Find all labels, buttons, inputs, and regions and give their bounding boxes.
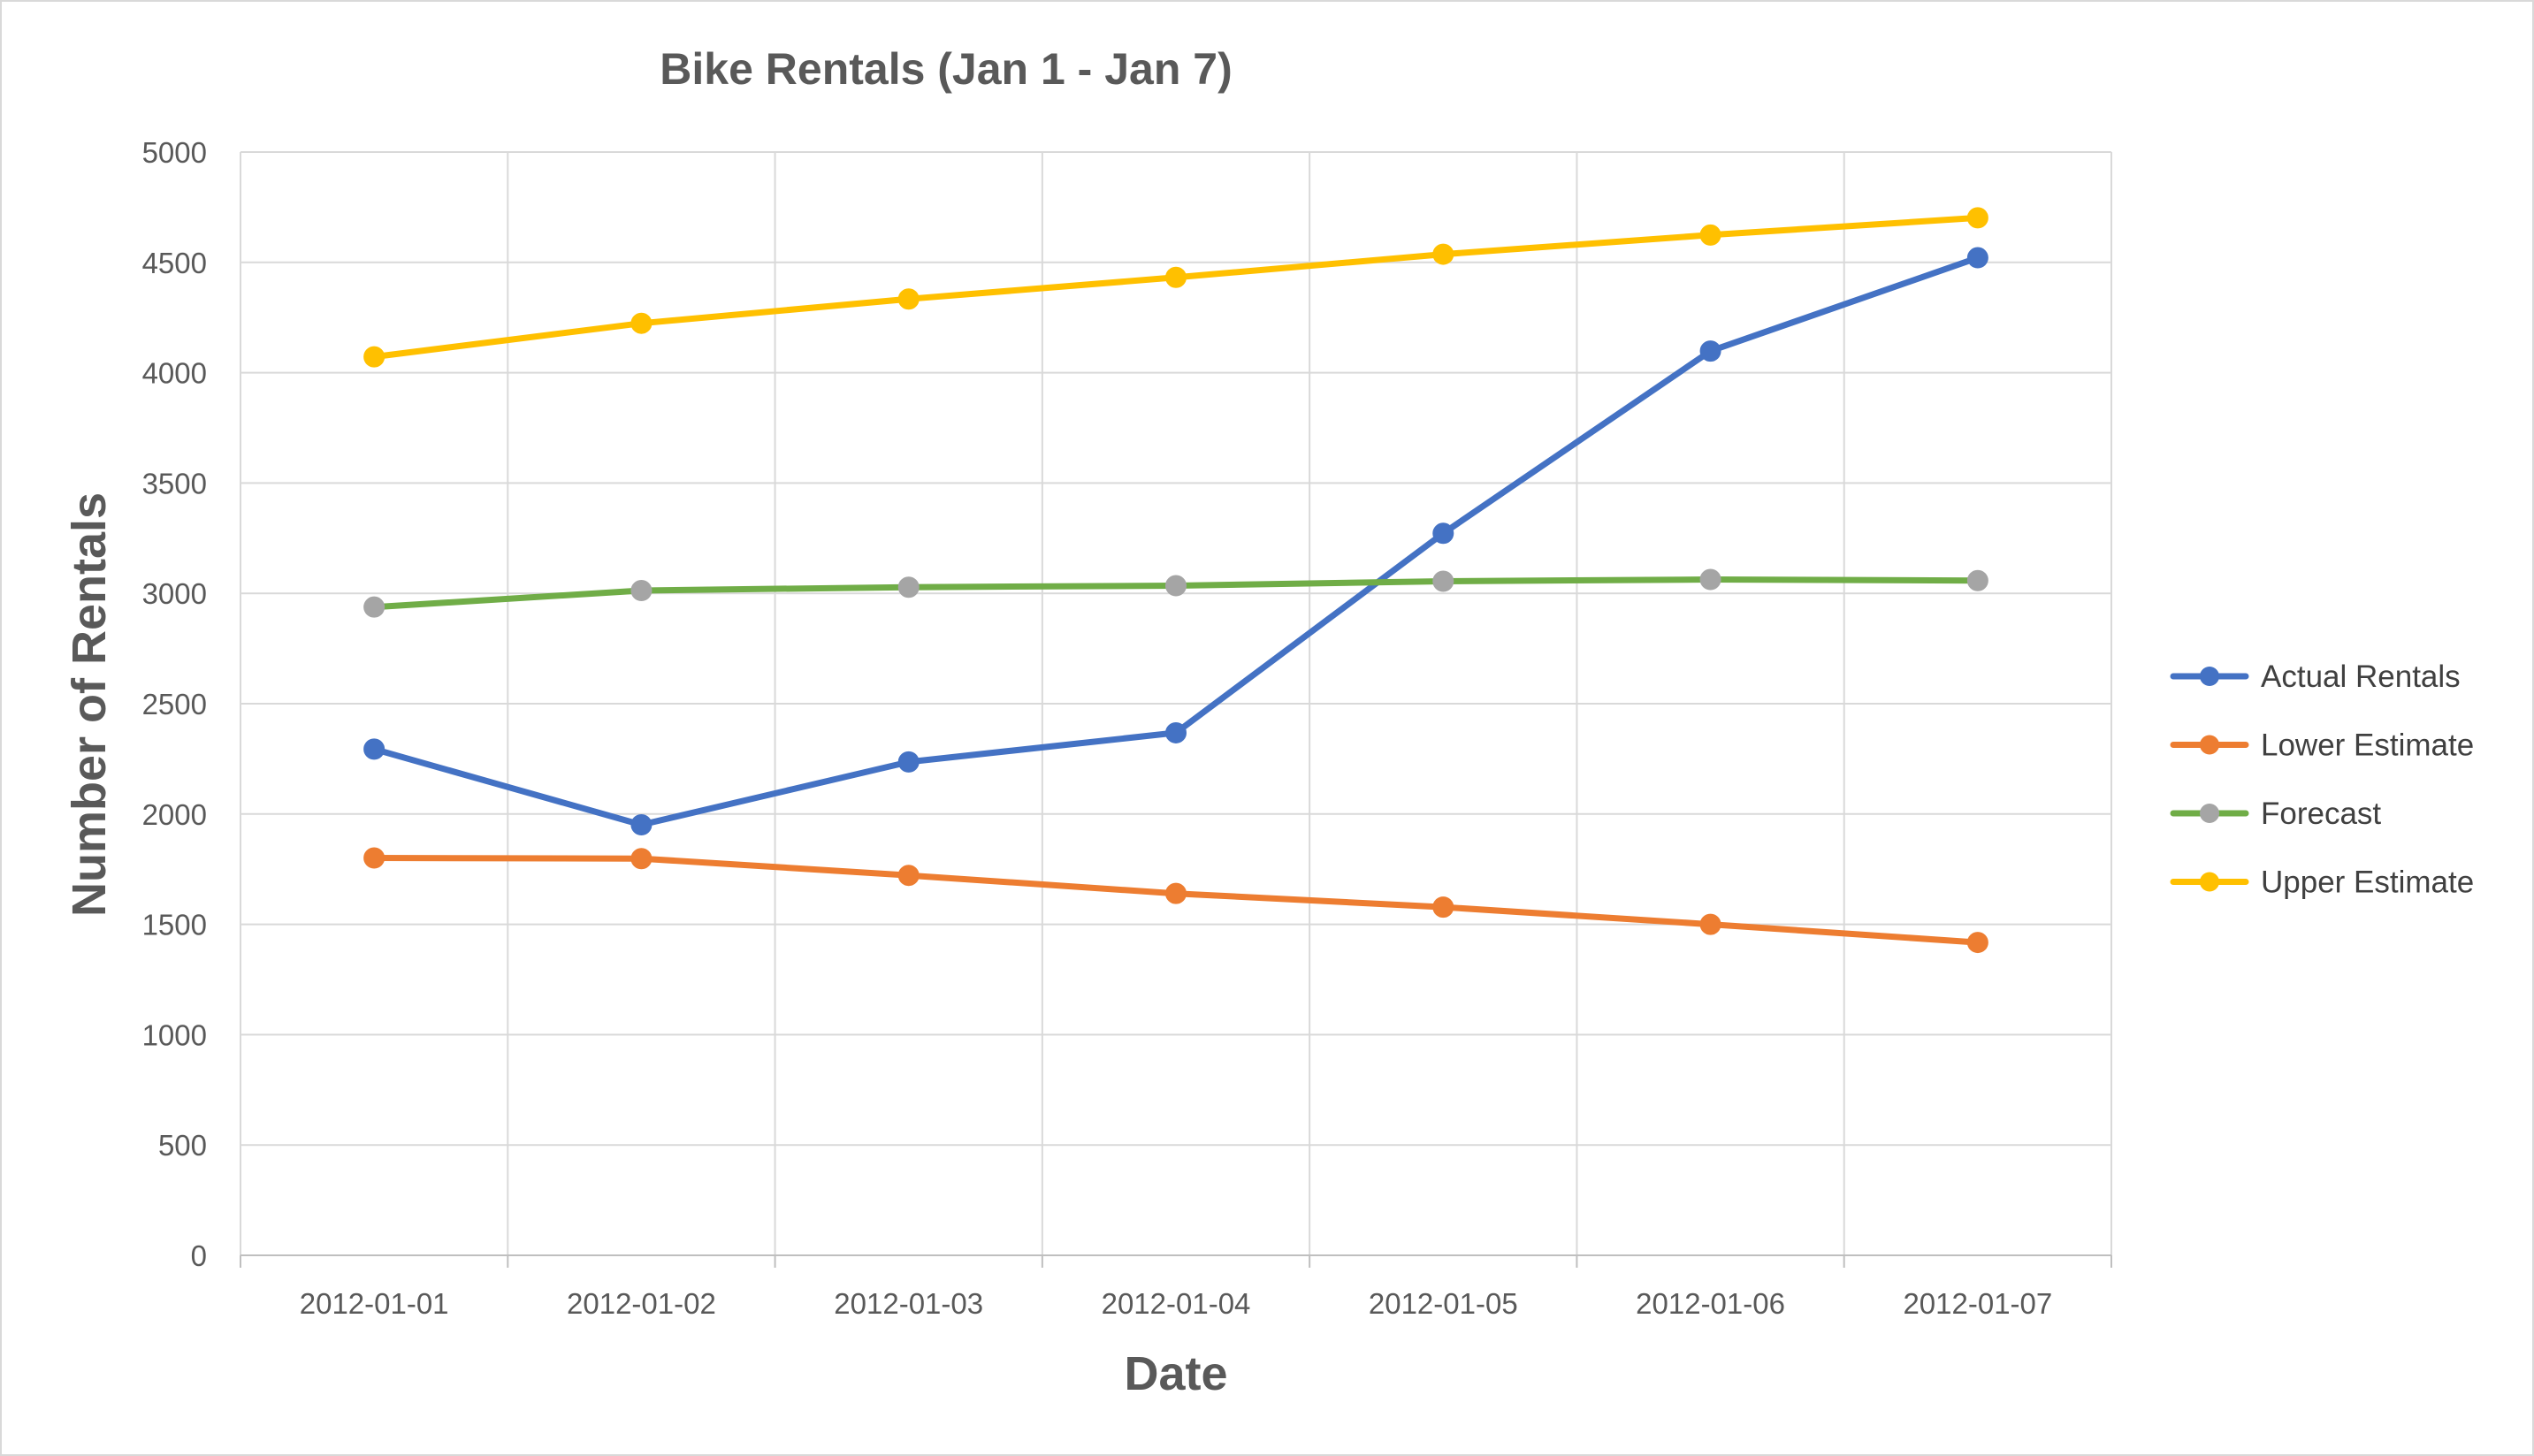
data-point[interactable] (630, 814, 653, 836)
legend-marker-swatch (2200, 872, 2219, 892)
data-point[interactable] (1432, 570, 1454, 592)
y-tick-label: 2500 (142, 688, 207, 720)
y-tick-label: 3000 (142, 577, 207, 610)
legend-item: Lower Estimate (2170, 728, 2474, 763)
legend-item: Forecast (2170, 797, 2381, 831)
y-tick-label: 4000 (142, 357, 207, 390)
data-point[interactable] (1165, 882, 1187, 904)
legend: Actual Rentals Lower Estimate Forecast Uppe… (2170, 659, 2474, 900)
axes: 0 500 1000 1500 2000 2500 3000 3500 4000 4500 5000… (142, 136, 2112, 1320)
y-tick-label: 0 (191, 1239, 207, 1272)
legend-marker-swatch (2200, 667, 2219, 686)
y-tick-label: 2000 (142, 798, 207, 831)
data-point[interactable] (897, 576, 920, 598)
x-tick-label: 2012-01-02 (567, 1287, 716, 1320)
series-actual-rentals (363, 247, 1988, 836)
series-upper-estimate (363, 207, 1988, 368)
data-point[interactable] (1966, 932, 1988, 954)
legend-label: Lower Estimate (2261, 728, 2474, 763)
y-tick-label: 5000 (142, 136, 207, 169)
y-tick-label: 1000 (142, 1018, 207, 1051)
data-point[interactable] (630, 312, 653, 334)
data-point[interactable] (630, 848, 653, 870)
x-tick-label: 2012-01-03 (834, 1287, 983, 1320)
data-point[interactable] (1699, 913, 1721, 935)
data-point[interactable] (1432, 243, 1454, 265)
y-tick-label: 3500 (142, 467, 207, 499)
data-point[interactable] (630, 579, 653, 601)
y-tick-label: 4500 (142, 247, 207, 279)
data-point[interactable] (363, 596, 385, 618)
data-point[interactable] (897, 865, 920, 887)
series-lower-estimate (363, 847, 1988, 954)
legend-item: Upper Estimate (2170, 865, 2474, 900)
data-point[interactable] (1165, 721, 1187, 743)
chart-title: Bike Rentals (Jan 1 - Jan 7) (660, 44, 1232, 94)
series-lines (363, 207, 1988, 954)
x-tick-label: 2012-01-06 (1636, 1287, 1785, 1320)
x-axis-title: Date (1124, 1347, 1227, 1400)
data-point[interactable] (1165, 266, 1187, 288)
x-tick-label: 2012-01-01 (300, 1287, 449, 1320)
x-tick-label: 2012-01-05 (1369, 1287, 1518, 1320)
data-point[interactable] (1432, 522, 1454, 545)
legend-item: Actual Rentals (2170, 659, 2461, 694)
data-point[interactable] (363, 346, 385, 368)
y-tick-label: 1500 (142, 909, 207, 941)
data-point[interactable] (1699, 340, 1721, 362)
data-point[interactable] (363, 738, 385, 760)
data-point[interactable] (1699, 568, 1721, 591)
legend-label: Actual Rentals (2261, 659, 2461, 694)
legend-label: Forecast (2261, 797, 2381, 831)
data-point[interactable] (1966, 569, 1988, 591)
legend-marker-swatch (2200, 804, 2219, 823)
y-tick-label: 500 (158, 1129, 207, 1162)
data-point[interactable] (1432, 896, 1454, 919)
data-point[interactable] (1966, 207, 1988, 229)
data-point[interactable] (363, 847, 385, 869)
data-point[interactable] (1966, 247, 1988, 269)
legend-label: Upper Estimate (2261, 865, 2474, 900)
data-point[interactable] (1165, 575, 1187, 597)
data-point[interactable] (1699, 224, 1721, 246)
x-tick-label: 2012-01-04 (1102, 1287, 1251, 1320)
series-forecast (363, 568, 1988, 618)
data-point[interactable] (897, 751, 920, 773)
y-axis-title: Number of Rentals (63, 492, 116, 917)
x-tick-label: 2012-01-07 (1903, 1287, 2052, 1320)
legend-marker-swatch (2200, 735, 2219, 755)
data-point[interactable] (897, 288, 920, 310)
